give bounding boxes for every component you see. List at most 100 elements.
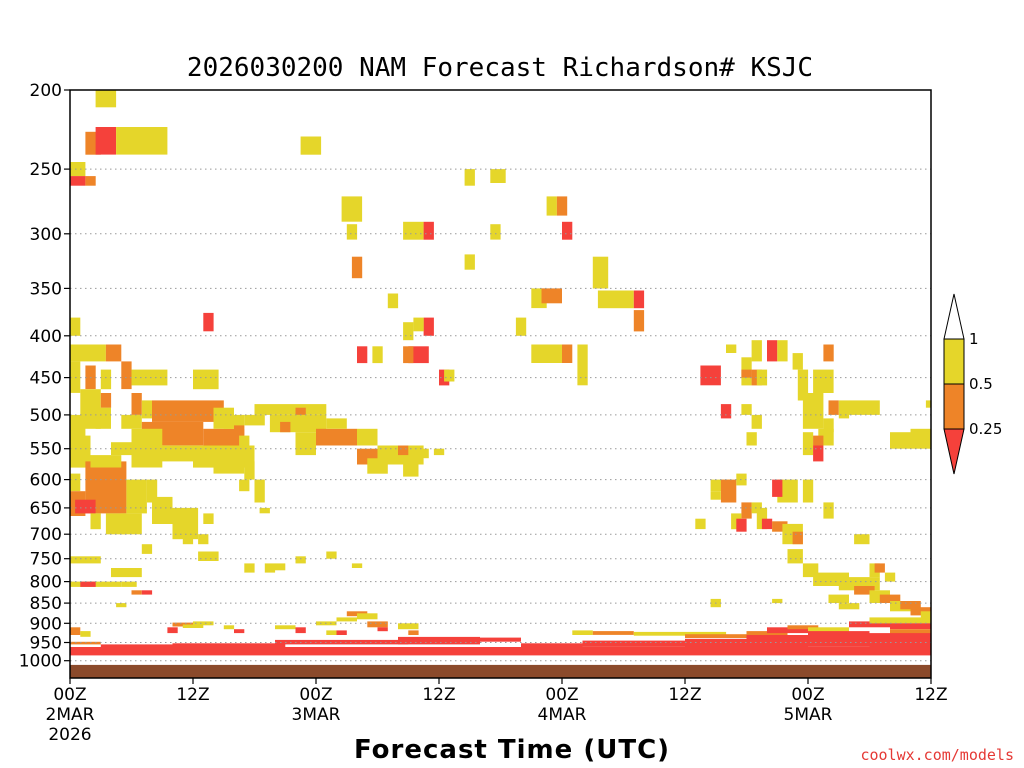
richardson-patch-yellow bbox=[244, 414, 265, 426]
y-tick-label: 950 bbox=[30, 634, 62, 654]
plot-area bbox=[69, 89, 932, 679]
credit-text: coolwx.com/models bbox=[860, 746, 1014, 764]
richardson-patch-yellow bbox=[116, 127, 168, 155]
richardson-patch-orange bbox=[900, 601, 921, 610]
richardson-patch-yellow bbox=[546, 196, 557, 216]
richardson-patch-yellow bbox=[464, 169, 475, 186]
richardson-patch-yellow bbox=[726, 344, 737, 353]
richardson-patch-yellow bbox=[777, 479, 798, 503]
y-tick-label: 800 bbox=[30, 573, 62, 593]
richardson-patch-yellow bbox=[121, 581, 137, 587]
richardson-patch-red bbox=[95, 127, 117, 155]
richardson-patch-yellow bbox=[813, 369, 834, 393]
richardson-patch-yellow bbox=[336, 617, 357, 622]
y-tick-label: 1000 bbox=[19, 652, 62, 672]
richardson-patch-yellow bbox=[198, 551, 219, 561]
x-tick-date: 3MAR bbox=[292, 705, 341, 725]
richardson-patch-yellow bbox=[357, 613, 378, 620]
richardson-patch-yellow bbox=[203, 513, 214, 524]
richardson-patch-yellow bbox=[710, 491, 721, 500]
richardson-patch-yellow bbox=[244, 563, 255, 573]
richardson-patch-yellow bbox=[141, 400, 153, 419]
richardson-patch-yellow bbox=[70, 414, 86, 443]
x-tick-label: 12Z bbox=[176, 685, 209, 705]
richardson-patch-yellow bbox=[746, 432, 757, 446]
richardson-patch-yellow bbox=[797, 369, 809, 401]
richardson-patch-orange bbox=[234, 425, 245, 436]
richardson-patch-orange bbox=[633, 310, 645, 332]
richardson-patch-yellow bbox=[854, 534, 870, 545]
richardson-patch-orange bbox=[316, 428, 357, 446]
richardson-patch-yellow bbox=[792, 353, 803, 370]
x-tick-label: 12Z bbox=[668, 685, 701, 705]
richardson-patch-yellow bbox=[751, 340, 762, 362]
richardson-patch-yellow bbox=[193, 369, 219, 390]
legend-top-arrow bbox=[943, 293, 965, 340]
gridlines bbox=[70, 168, 931, 662]
richardson-patch-orange bbox=[828, 400, 839, 415]
richardson-patch-orange bbox=[751, 369, 762, 386]
richardson-patch-yellow bbox=[259, 507, 270, 514]
richardson-patch-yellow bbox=[577, 344, 588, 386]
richardson-patch-yellow bbox=[515, 317, 527, 336]
y-tick-label: 700 bbox=[30, 525, 62, 545]
richardson-patch-yellow bbox=[808, 627, 849, 634]
richardson-patch-yellow bbox=[751, 414, 762, 429]
richardson-patch-yellow bbox=[444, 369, 455, 382]
richardson-patch-orange bbox=[685, 634, 747, 638]
richardson-patch-yellow bbox=[849, 400, 880, 415]
richardson-patch-red bbox=[767, 627, 808, 634]
richardson-patch-yellow bbox=[367, 458, 388, 474]
richardson-patch-red bbox=[720, 404, 732, 419]
y-tick-label: 500 bbox=[30, 406, 62, 426]
richardson-patch-yellow bbox=[70, 162, 86, 177]
richardson-patch-yellow bbox=[326, 418, 347, 429]
richardson-patch-red bbox=[408, 346, 429, 364]
richardson-patch-red bbox=[423, 221, 434, 240]
richardson-patch-yellow bbox=[890, 601, 911, 612]
richardson-patch-yellow bbox=[351, 563, 363, 568]
richardson-patch-orange bbox=[772, 521, 788, 532]
richardson-patch-yellow bbox=[592, 256, 609, 289]
richardson-patch-orange bbox=[854, 586, 875, 595]
richardson-patch-yellow bbox=[295, 414, 327, 433]
richardson-patch-orange bbox=[100, 393, 112, 408]
richardson-patch-yellow bbox=[403, 221, 424, 240]
richardson-patch-orange bbox=[105, 344, 122, 362]
legend-label-0.5: 0.5 bbox=[969, 375, 993, 393]
richardson-patch-yellow bbox=[777, 340, 788, 362]
richardson-patch-yellow bbox=[869, 617, 931, 624]
richardson-patch-yellow bbox=[126, 479, 147, 514]
legend-label-0.25: 0.25 bbox=[969, 420, 1002, 438]
x-tick-label: 00Z bbox=[791, 685, 824, 705]
richardson-patch-orange bbox=[408, 630, 419, 635]
richardson-patch-yellow bbox=[357, 428, 378, 446]
y-tick-label: 650 bbox=[30, 499, 62, 519]
x-tick-label: 00Z bbox=[299, 685, 332, 705]
richardson-patch-yellow bbox=[239, 479, 250, 492]
richardson-patch-yellow bbox=[275, 625, 296, 630]
richardson-patch-yellow bbox=[731, 513, 742, 530]
richardson-patch-red bbox=[746, 635, 808, 647]
richardson-patch-orange bbox=[592, 631, 634, 635]
richardson-patch-orange bbox=[85, 176, 96, 186]
richardson-patch-orange bbox=[910, 607, 931, 616]
richardson-patch-red bbox=[295, 627, 306, 634]
richardson-patch-orange bbox=[890, 629, 931, 635]
richardson-patch-yellow bbox=[239, 435, 250, 446]
richardson-patch-yellow bbox=[70, 556, 101, 564]
richardson-patch-red bbox=[562, 221, 573, 240]
richardson-patch-yellow bbox=[111, 568, 142, 578]
richardson-patch-yellow bbox=[920, 611, 932, 620]
y-tick-label: 200 bbox=[30, 81, 62, 101]
richardson-patch-yellow bbox=[787, 549, 803, 564]
x-tick-label: 00Z bbox=[53, 685, 86, 705]
richardson-patch-red bbox=[70, 647, 931, 656]
richardson-patch-red bbox=[203, 312, 214, 332]
richardson-patch-yellow bbox=[838, 400, 850, 419]
ground-layer bbox=[70, 664, 931, 678]
richardson-patch-yellow bbox=[772, 598, 783, 604]
richardson-patch-red bbox=[398, 636, 480, 645]
richardson-patch-yellow bbox=[490, 169, 506, 183]
richardson-patch-yellow bbox=[131, 369, 168, 386]
